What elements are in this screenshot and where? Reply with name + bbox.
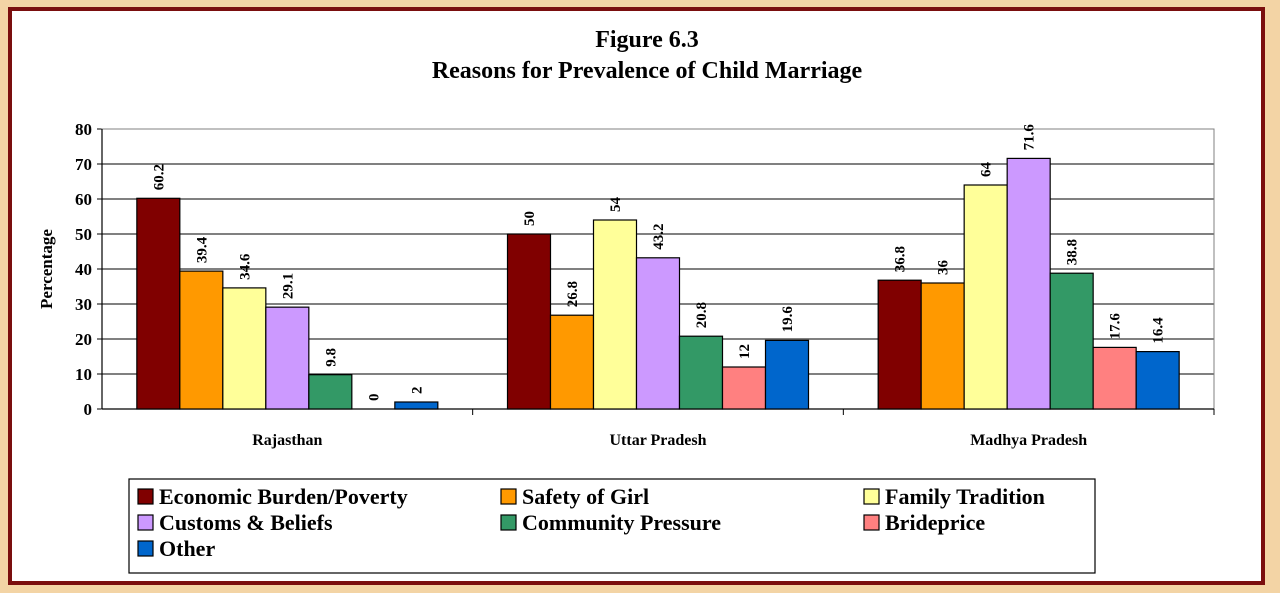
bar [877, 279, 922, 410]
bar [506, 233, 552, 410]
bar [592, 219, 638, 410]
y-axis-label: Percentage [37, 229, 56, 309]
legend-swatch [500, 514, 517, 531]
y-tick-label: 10 [75, 365, 92, 384]
chart-frame: Figure 6.3 Reasons for Prevalence of Chil… [8, 7, 1265, 585]
bar [394, 401, 439, 410]
legend-label: Family Tradition [885, 484, 1045, 509]
legend-box [128, 478, 1096, 574]
data-label: 34.6 [237, 253, 253, 280]
data-label: 38.8 [1065, 239, 1081, 265]
y-tick-label: 80 [75, 120, 92, 139]
bar [1006, 157, 1051, 410]
bar [549, 314, 595, 410]
legend-label: Economic Burden/Poverty [159, 484, 408, 509]
data-label: 9.8 [323, 348, 339, 367]
data-label: 19.6 [780, 306, 796, 333]
data-label: 39.4 [194, 236, 210, 263]
bar [920, 282, 965, 410]
data-label: 50 [522, 211, 538, 226]
data-label: 0 [366, 394, 382, 402]
legend-swatch [500, 488, 517, 505]
y-tick-label: 40 [75, 260, 92, 279]
bar [1049, 272, 1094, 410]
y-tick-label: 20 [75, 330, 92, 349]
data-label: 2 [409, 387, 425, 395]
data-label: 16.4 [1151, 317, 1167, 344]
bar [764, 339, 810, 410]
legend-label: Brideprice [885, 510, 985, 535]
bar [721, 366, 767, 410]
data-label: 71.6 [1022, 124, 1038, 151]
bar [265, 306, 310, 410]
legend-label: Community Pressure [522, 510, 721, 535]
legend-label: Safety of Girl [522, 484, 649, 509]
x-category-label: Rajasthan [252, 432, 322, 449]
chart-title-line-1: Figure 6.3 [595, 27, 699, 53]
data-label: 54 [608, 197, 624, 213]
data-label: 12 [737, 344, 753, 359]
data-label: 17.6 [1108, 313, 1124, 340]
bar [179, 270, 224, 410]
chart-title-line-2: Reasons for Prevalence of Child Marriage [432, 58, 863, 84]
y-tick-label: 0 [84, 400, 93, 419]
data-label: 26.8 [565, 281, 581, 307]
legend-swatch [137, 488, 154, 505]
y-tick-label: 30 [75, 295, 92, 314]
data-label: 64 [979, 162, 995, 178]
x-category-label: Uttar Pradesh [609, 432, 706, 449]
data-label: 60.2 [151, 164, 167, 190]
data-label: 36 [936, 260, 952, 276]
bar [678, 335, 724, 410]
legend-swatch [137, 540, 154, 557]
y-tick-label: 60 [75, 190, 92, 209]
bar [308, 374, 353, 410]
data-label: 36.8 [893, 246, 909, 272]
data-label: 43.2 [651, 224, 667, 250]
legend-label: Customs & Beliefs [159, 510, 333, 535]
legend-label: Other [159, 536, 215, 561]
bar [222, 287, 267, 410]
data-label: 20.8 [694, 302, 710, 328]
legend-swatch [863, 488, 880, 505]
x-category-label: Madhya Pradesh [970, 432, 1087, 449]
y-tick-label: 50 [75, 225, 92, 244]
bar [1135, 351, 1180, 410]
y-tick-label: 70 [75, 155, 92, 174]
bar [963, 184, 1008, 410]
bar-chart: Figure 6.3 Reasons for Prevalence of Chil… [37, 27, 1215, 574]
data-label: 29.1 [280, 273, 296, 299]
legend-swatch [863, 514, 880, 531]
bar [1092, 346, 1137, 410]
bar [635, 257, 681, 410]
bar [136, 197, 181, 410]
legend-swatch [137, 514, 154, 531]
